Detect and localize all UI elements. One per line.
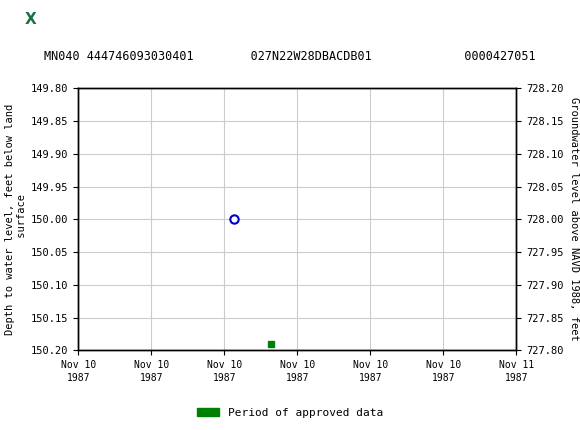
Text: X: X	[24, 12, 36, 28]
Bar	[5, 4, 54, 36]
Text: MN040 444746093030401        027N22W28DBACDB01             0000427051: MN040 444746093030401 027N22W28DBACDB01 …	[44, 49, 536, 63]
Y-axis label: Depth to water level, feet below land
 surface: Depth to water level, feet below land su…	[5, 104, 27, 335]
Legend: Period of approved data: Period of approved data	[193, 403, 387, 422]
Y-axis label: Groundwater level above NAVD 1988, feet: Groundwater level above NAVD 1988, feet	[569, 98, 579, 341]
Text: USGS: USGS	[67, 11, 107, 29]
